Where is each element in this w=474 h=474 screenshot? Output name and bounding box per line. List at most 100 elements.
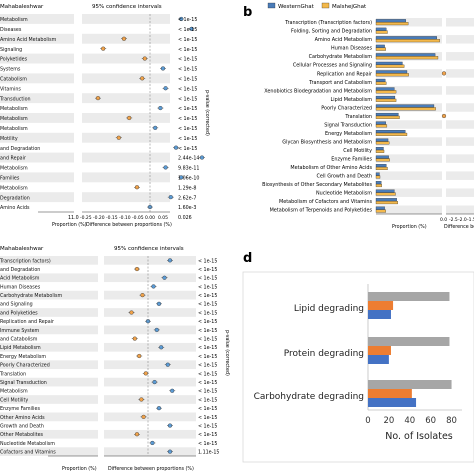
row-shade xyxy=(0,377,98,387)
category-label: Glycan Biosynthesis and Metabolism xyxy=(282,139,372,145)
bar-protein-degrading xyxy=(368,346,391,355)
row-shade xyxy=(104,429,196,439)
bar-westernghat xyxy=(375,61,403,65)
p-value: < 1e-15 xyxy=(178,146,197,152)
legend-title: Mahabaleshwar xyxy=(0,4,44,10)
diff-point xyxy=(163,165,168,170)
legend-label-1: WesternGhat xyxy=(278,4,315,10)
row-shade xyxy=(0,273,98,283)
category-label: Lipid Metabolism xyxy=(0,345,41,351)
row-shade xyxy=(0,132,74,143)
diff-point xyxy=(173,145,179,150)
bar-westernghat xyxy=(375,44,385,48)
p-value: < 1e-15 xyxy=(178,27,197,33)
category-label: and Signaling xyxy=(0,302,33,308)
bar-malshejghat xyxy=(375,39,440,43)
row-shade xyxy=(446,137,474,146)
p-value: < 1e-15 xyxy=(178,57,197,63)
p-value: < 1e-15 xyxy=(198,258,217,264)
x-axis-label-bars: Proportion (%) xyxy=(62,466,97,472)
row-shade xyxy=(376,137,442,146)
category-label: Transcription factors) xyxy=(0,258,51,264)
diff-point xyxy=(156,406,162,411)
row-shade xyxy=(376,154,442,163)
p-value: < 1e-15 xyxy=(178,106,197,112)
p-value: 1.11e-15 xyxy=(198,450,219,456)
p-value: < 1e-15 xyxy=(198,354,217,360)
category-label: Nucleotide Metabolism xyxy=(316,191,372,197)
tick-label-diff: 0.0 xyxy=(440,217,447,223)
diff-point xyxy=(137,353,142,359)
p-value: < 1e-15 xyxy=(198,441,217,447)
row-shade xyxy=(0,93,74,104)
diff-point xyxy=(160,66,166,71)
tick-label: 80 xyxy=(446,416,457,426)
diff-point xyxy=(127,115,132,121)
p-value: < 1e-15 xyxy=(198,337,217,343)
panel-label-b: b xyxy=(243,5,252,20)
diff-point xyxy=(121,36,127,41)
p-value: < 1e-15 xyxy=(198,389,217,395)
category-label: Other Metabolites xyxy=(0,432,44,438)
tick-label-diff: -0.25 xyxy=(80,215,92,221)
bar-westernghat xyxy=(375,53,436,57)
bar-westernghat xyxy=(375,206,385,210)
x-axis-label-bars: Proportion (%) xyxy=(52,222,87,228)
bar-malshejghat xyxy=(375,158,390,162)
row-shade xyxy=(0,325,98,335)
p-value: < 1e-15 xyxy=(178,86,197,92)
category-label: Replication and Repair xyxy=(0,319,54,325)
bar-westernghat xyxy=(375,164,387,168)
p-value: < 1e-15 xyxy=(198,302,217,308)
row-shade xyxy=(376,188,442,197)
bar-westernghat xyxy=(375,129,406,134)
bar-malshejghat xyxy=(375,73,409,77)
row-shade xyxy=(0,152,74,163)
p-value: 1.60e-3 xyxy=(178,205,196,211)
ci-title: 95% confidence intervals xyxy=(114,246,184,252)
category-label: Protein degrading xyxy=(284,349,364,359)
bar-protein-degrading xyxy=(368,337,450,346)
diff-point xyxy=(158,105,163,111)
bar-malshejghat xyxy=(375,98,397,102)
p-value: < 1e-15 xyxy=(198,423,217,429)
diff-point xyxy=(156,301,162,306)
category-label: Metabolism of Cofactors and Vitamins xyxy=(279,199,372,205)
row-shade xyxy=(104,360,196,370)
bar-malshejghat xyxy=(375,47,386,51)
p-value: < 1e-15 xyxy=(178,17,197,23)
row-shade xyxy=(446,154,474,163)
bar-westernghat xyxy=(375,78,386,82)
row-shade xyxy=(82,152,170,163)
bar-malshejghat xyxy=(375,81,387,85)
bar-westernghat xyxy=(375,36,437,40)
row-shade xyxy=(0,308,98,317)
category-label: Growth and Death xyxy=(0,423,44,429)
p-value: < 1e-15 xyxy=(198,345,217,351)
tick-label-bars: 11.0 xyxy=(68,215,79,221)
bar-westernghat xyxy=(375,104,435,108)
category-label: Motility xyxy=(0,136,18,142)
bar-malshejghat xyxy=(375,90,397,94)
row-shade xyxy=(104,273,196,283)
row-shade xyxy=(82,192,170,203)
row-shade xyxy=(376,120,442,129)
tick-label-diff: 0.00 xyxy=(145,215,155,221)
tick-label: 20 xyxy=(383,416,394,426)
category-label: Poorly Characterized xyxy=(0,363,50,369)
p-value: < 1e-15 xyxy=(198,293,217,299)
row-shade xyxy=(446,171,474,180)
row-shade xyxy=(446,205,474,214)
diff-point xyxy=(441,113,447,119)
tick-label-diff: -0.15 xyxy=(106,215,118,221)
category-label: Metabolism xyxy=(0,166,28,172)
row-shade xyxy=(376,86,442,95)
ci-title: 95% confidence intervals xyxy=(92,4,162,10)
diff-point xyxy=(134,185,140,190)
bar-malshejghat xyxy=(375,141,390,145)
bar-protein-degrading xyxy=(368,355,389,364)
p-value: < 1e-15 xyxy=(198,371,217,377)
category-label: Energy Metabolism xyxy=(0,354,46,360)
row-shade xyxy=(446,86,474,95)
tick-label-diff: -2.5 xyxy=(449,217,458,223)
